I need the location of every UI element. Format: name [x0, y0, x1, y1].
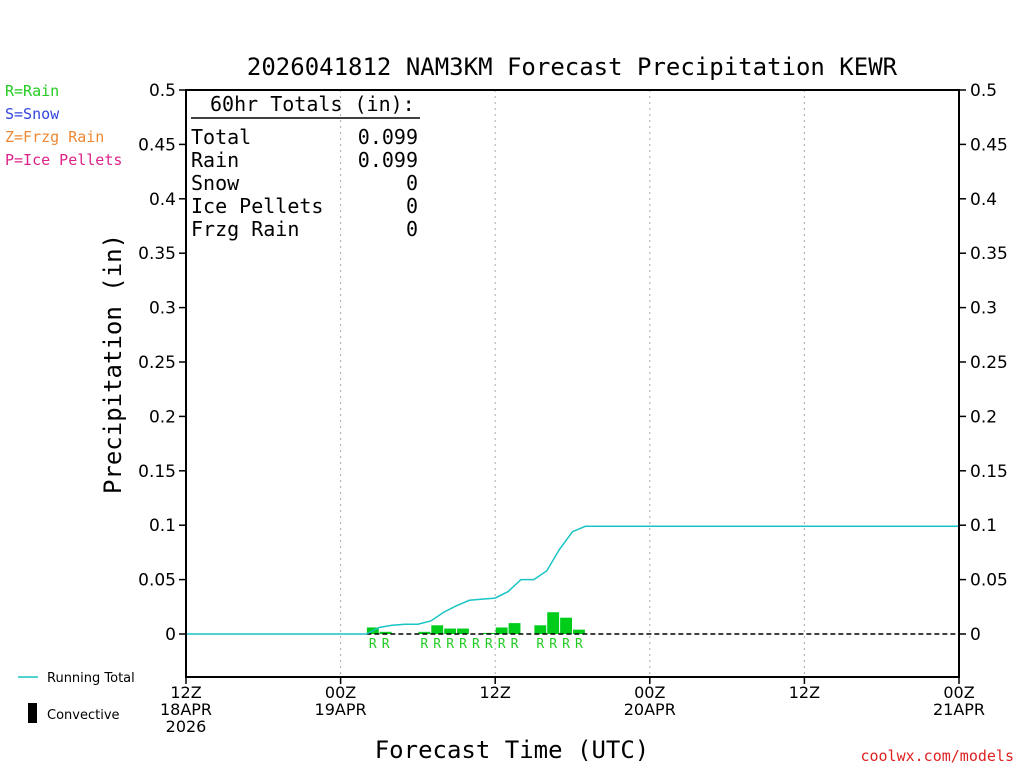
- y-axis-label: Precipitation (in): [99, 234, 127, 494]
- ptype-marker-5: R: [459, 637, 467, 652]
- ptype-marker-1: R: [382, 637, 390, 652]
- ptype-marker-13: R: [575, 637, 583, 652]
- x-axis-label: Forecast Time (UTC): [375, 736, 650, 764]
- precip-bar-3: [431, 625, 444, 634]
- precip-bar-1: [379, 631, 392, 634]
- ptype-marker-10: R: [536, 637, 544, 652]
- totals-label-3: Ice Pellets: [191, 194, 323, 218]
- totals-value-4: 0: [406, 217, 418, 241]
- totals-heading: 60hr Totals (in):: [210, 92, 415, 116]
- precip-bar-8: [508, 623, 521, 634]
- ytick-label-right-8: 0.4: [970, 190, 997, 210]
- ptype-marker-0: R: [369, 637, 377, 652]
- ytick-label-left-10: 0.5: [149, 81, 176, 101]
- ytick-label-right-10: 0.5: [970, 81, 997, 101]
- xtick-label-0-1: 18APR: [160, 700, 212, 719]
- xtick-label-0-2: 2026: [166, 717, 207, 736]
- precip-bar-12: [573, 629, 585, 634]
- totals-rows: Total 0.099 Rain 0.099 Snow 0 Ice Pellets 0 Frzg…: [191, 125, 418, 241]
- ptype-marker-6: R: [472, 637, 480, 652]
- ptype-marker-3: R: [433, 637, 441, 652]
- precip-bar-9: [534, 625, 547, 634]
- ytick-label-right-4: 0.2: [970, 407, 997, 427]
- ytick-label-left-6: 0.3: [149, 299, 176, 319]
- ptype-legend: R=Rain S=Snow Z=Frzg Rain P=Ice Pellets: [5, 82, 122, 169]
- legend-convective-swatch: [28, 703, 37, 723]
- plot-frame: [185, 89, 960, 678]
- ptype-legend-0: R=Rain: [5, 82, 59, 100]
- ptype-marker-11: R: [549, 637, 557, 652]
- xtick-label-3-1: 20APR: [624, 700, 676, 719]
- ptype-marker-4: R: [446, 637, 454, 652]
- grid-lines: [340, 90, 805, 677]
- ytick-label-left-8: 0.4: [149, 190, 176, 210]
- ptype-legend-2: Z=Frzg Rain: [5, 128, 104, 146]
- legend-convective-label: Convective: [47, 708, 120, 723]
- totals-box: 60hr Totals (in): Total 0.099 Rain 0.099 Sno…: [191, 92, 420, 241]
- running-total-series: [186, 525, 959, 635]
- precip-bar-2: [418, 631, 431, 634]
- ytick-label-left-4: 0.2: [149, 407, 176, 427]
- running-total-line: [186, 525, 959, 635]
- ptype-marker-9: R: [511, 637, 519, 652]
- ytick-label-left-1: 0.05: [138, 571, 176, 591]
- credit-text: coolwx.com/models: [860, 747, 1014, 765]
- y-axis-left: 0 0.05 0.1 0.15 0.2 0.25 0.3 0.35 0.4 0.45 0.5: [138, 81, 186, 645]
- chart-title: 2026041812 NAM3KM Forecast Precipitation…: [247, 53, 898, 81]
- ytick-label-left-3: 0.15: [138, 462, 176, 482]
- ytick-label-left-2: 0.1: [149, 516, 176, 536]
- precip-bars: [366, 612, 585, 634]
- ytick-label-right-6: 0.3: [970, 299, 997, 319]
- precip-bar-11: [560, 617, 572, 634]
- y-axis-right: 0 0.05 0.1 0.15 0.2 0.25 0.3 0.35 0.4 0.45 0.5: [959, 81, 1008, 645]
- precip-bar-4: [444, 628, 457, 634]
- ytick-label-right-5: 0.25: [970, 353, 1008, 373]
- series-legend: Running Total Convective: [18, 671, 135, 723]
- precip-bar-7: [495, 627, 508, 634]
- totals-label-0: Total: [191, 125, 251, 149]
- xtick-label-1-1: 19APR: [315, 700, 367, 719]
- ptype-marker-12: R: [562, 637, 570, 652]
- xtick-label-3-0: 00Z: [634, 683, 665, 702]
- xtick-label-2-0: 12Z: [480, 683, 511, 702]
- ytick-label-right-0: 0: [970, 625, 981, 645]
- ptype-legend-3: P=Ice Pellets: [5, 151, 122, 169]
- totals-label-2: Snow: [191, 171, 240, 195]
- xtick-label-0-0: 12Z: [170, 683, 201, 702]
- ptype-marker-7: R: [485, 637, 493, 652]
- xtick-label-5-1: 21APR: [933, 700, 985, 719]
- xtick-label-4-0: 12Z: [789, 683, 820, 702]
- xtick-label-5-0: 00Z: [943, 683, 974, 702]
- ytick-label-left-9: 0.45: [138, 135, 176, 155]
- ytick-label-right-2: 0.1: [970, 516, 997, 536]
- totals-value-0: 0.099: [358, 125, 418, 149]
- totals-value-3: 0: [406, 194, 418, 218]
- totals-value-2: 0: [406, 171, 418, 195]
- totals-label-4: Frzg Rain: [191, 217, 299, 241]
- xtick-label-1-0: 00Z: [325, 683, 356, 702]
- ptype-legend-1: S=Snow: [5, 105, 60, 123]
- ytick-label-right-9: 0.45: [970, 135, 1008, 155]
- ytick-label-left-7: 0.35: [138, 244, 176, 264]
- ytick-label-right-3: 0.15: [970, 462, 1008, 482]
- totals-label-1: Rain: [191, 148, 239, 172]
- ptype-marker-8: R: [498, 637, 506, 652]
- ytick-label-right-1: 0.05: [970, 571, 1008, 591]
- ytick-label-left-5: 0.25: [138, 353, 176, 373]
- legend-running-total-label: Running Total: [47, 671, 135, 686]
- precip-bar-10: [547, 612, 560, 634]
- totals-value-1: 0.099: [358, 148, 418, 172]
- ytick-label-left-0: 0: [165, 625, 176, 645]
- ytick-label-right-7: 0.35: [970, 244, 1008, 264]
- ptype-marker-2: R: [420, 637, 428, 652]
- precip-bar-5: [457, 628, 469, 634]
